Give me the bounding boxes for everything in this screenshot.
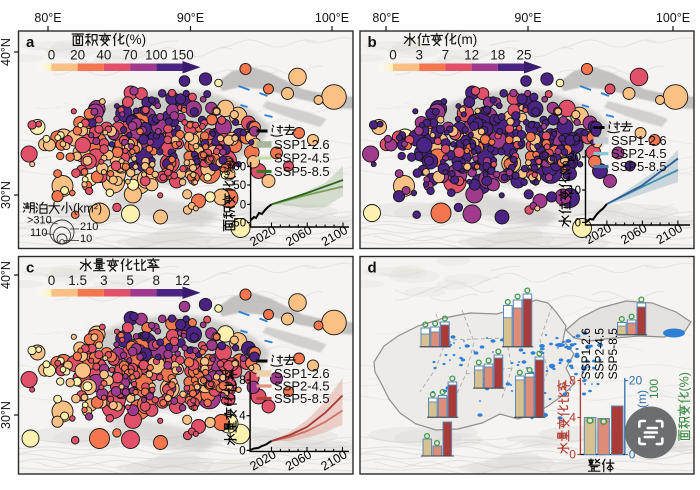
- svg-text:(m): (m): [635, 390, 649, 408]
- svg-text:4: 4: [239, 411, 246, 423]
- svg-text:100°E: 100°E: [315, 11, 349, 25]
- svg-text:40: 40: [96, 48, 111, 63]
- svg-text:d: d: [368, 260, 377, 277]
- svg-text:90°E: 90°E: [177, 11, 204, 25]
- svg-text:20: 20: [629, 374, 643, 388]
- svg-text:0: 0: [629, 448, 636, 462]
- svg-text:90°E: 90°E: [514, 11, 541, 25]
- svg-text:100: 100: [647, 379, 661, 399]
- svg-text:SSP1-2.6: SSP1-2.6: [274, 366, 330, 381]
- svg-text:c: c: [26, 260, 34, 277]
- svg-text:3: 3: [415, 48, 423, 63]
- svg-text:5: 5: [126, 273, 134, 288]
- svg-text:0: 0: [240, 199, 246, 211]
- svg-text:100: 100: [227, 162, 246, 174]
- svg-text:>310: >310: [27, 215, 52, 227]
- svg-text:100°E: 100°E: [656, 11, 690, 25]
- svg-text:0: 0: [569, 448, 576, 462]
- svg-text:b: b: [368, 34, 377, 51]
- svg-text:SSP5-8.5: SSP5-8.5: [274, 391, 330, 406]
- svg-text:(%): (%): [222, 160, 237, 180]
- svg-text:210: 210: [80, 221, 98, 233]
- svg-text:80°E: 80°E: [372, 11, 399, 25]
- svg-text:SSP5-8.5: SSP5-8.5: [606, 328, 620, 380]
- svg-text:40°N: 40°N: [0, 261, 13, 289]
- svg-text:SSP2-4.5: SSP2-4.5: [611, 146, 667, 161]
- svg-text:8: 8: [153, 273, 161, 288]
- svg-text:a: a: [26, 34, 35, 51]
- svg-text:3: 3: [100, 273, 108, 288]
- svg-text:(m): (m): [457, 32, 477, 47]
- svg-text:12: 12: [464, 48, 479, 63]
- svg-text:(km²): (km²): [73, 201, 102, 215]
- svg-text:SSP5-8.5: SSP5-8.5: [611, 159, 667, 174]
- svg-text:8: 8: [239, 375, 245, 387]
- svg-text:SSP5-8.5: SSP5-8.5: [274, 164, 330, 179]
- svg-text:SSP2-4.5: SSP2-4.5: [274, 151, 330, 166]
- svg-text:SSP1-2.6: SSP1-2.6: [611, 133, 667, 148]
- svg-text:100: 100: [145, 48, 168, 63]
- svg-text:70: 70: [123, 48, 138, 63]
- svg-text:0: 0: [389, 48, 397, 63]
- svg-text:4: 4: [569, 411, 576, 425]
- svg-text:80°E: 80°E: [34, 11, 61, 25]
- svg-text:0: 0: [48, 273, 56, 288]
- svg-text:7: 7: [442, 48, 450, 63]
- svg-text:SSP1-2.6: SSP1-2.6: [274, 137, 330, 152]
- svg-text:50: 50: [233, 180, 246, 192]
- svg-text:8: 8: [569, 374, 576, 388]
- svg-text:20: 20: [568, 152, 581, 164]
- svg-text:0: 0: [48, 48, 56, 63]
- svg-text:110: 110: [30, 227, 48, 239]
- svg-text:0: 0: [575, 217, 581, 229]
- svg-text:SSP2-4.5: SSP2-4.5: [592, 328, 606, 380]
- svg-text:SSP2-4.5: SSP2-4.5: [274, 379, 330, 394]
- svg-text:10: 10: [80, 233, 92, 245]
- svg-text:0: 0: [239, 445, 245, 457]
- svg-text:40°N: 40°N: [0, 38, 13, 66]
- svg-text:SSP1-2.6: SSP1-2.6: [579, 328, 593, 380]
- svg-text:150: 150: [171, 48, 194, 63]
- svg-text:18: 18: [490, 48, 505, 63]
- svg-text:1.5: 1.5: [68, 273, 87, 288]
- svg-text:(%): (%): [677, 372, 691, 391]
- svg-text:30°N: 30°N: [0, 401, 13, 429]
- svg-text:10: 10: [568, 185, 581, 197]
- svg-text:(%): (%): [125, 32, 146, 47]
- svg-text:30°N: 30°N: [0, 181, 13, 209]
- svg-text:25: 25: [516, 48, 531, 63]
- svg-text:12: 12: [175, 273, 190, 288]
- svg-text:(m): (m): [558, 156, 573, 176]
- svg-text:20: 20: [70, 48, 85, 63]
